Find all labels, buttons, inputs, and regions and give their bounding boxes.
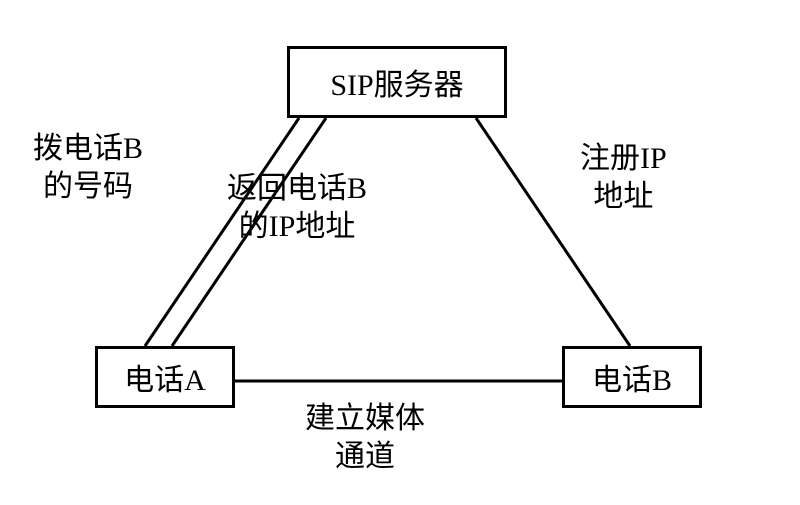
edge-label-media: 建立媒体 通道 xyxy=(305,400,425,475)
node-phone-a: 电话A xyxy=(95,346,235,408)
node-phone-b: 电话B xyxy=(562,346,702,408)
edge-label-return-ip: 返回电话B 的IP地址 xyxy=(227,170,367,245)
diagram-stage: SIP服务器 电话A 电话B 拨电话B 的号码 返回电话B 的IP地址 注册IP… xyxy=(0,0,800,505)
edge-label-register: 注册IP 地址 xyxy=(580,140,667,215)
node-sip-server-label: SIP服务器 xyxy=(330,60,463,104)
node-phone-b-label: 电话B xyxy=(592,355,672,399)
node-sip-server: SIP服务器 xyxy=(287,46,507,118)
edge-label-dial: 拨电话B 的号码 xyxy=(33,130,143,205)
node-phone-a-label: 电话A xyxy=(124,355,206,399)
